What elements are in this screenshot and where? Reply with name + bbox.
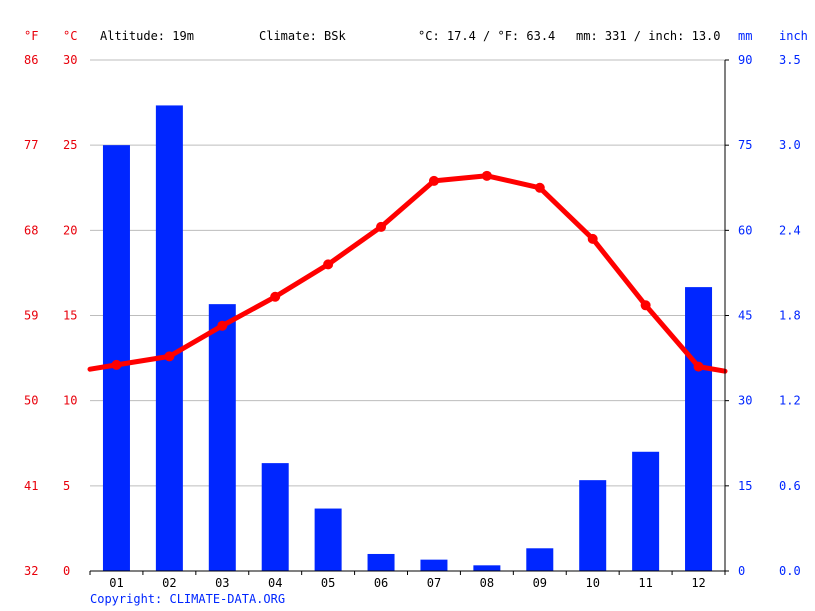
month-label: 09: [533, 576, 547, 590]
unit-fahrenheit-label: °F: [24, 29, 38, 43]
tick-label-fahrenheit: 32: [24, 564, 38, 578]
tick-label-mm: 15: [738, 479, 752, 493]
precipitation-bar: [208, 304, 236, 571]
temperature-point: [270, 291, 281, 302]
temperature-line-path: [87, 173, 728, 374]
precipitation-bar: [420, 559, 448, 571]
month-label: 05: [321, 576, 335, 590]
tick-label-inch: 3.0: [779, 138, 801, 152]
tick-label-fahrenheit: 68: [24, 223, 38, 237]
tick-label-celsius: 30: [63, 53, 77, 67]
unit-mm-label: mm: [738, 29, 752, 43]
month-label: 12: [691, 576, 705, 590]
month-label: 03: [215, 576, 229, 590]
grid-lines: [90, 59, 725, 487]
tick-label-fahrenheit: 77: [24, 138, 38, 152]
tick-label-fahrenheit: 41: [24, 479, 38, 493]
precipitation-bar: [261, 463, 289, 571]
temperature-line: [87, 170, 728, 374]
month-label: 06: [374, 576, 388, 590]
temperature-point: [693, 361, 704, 372]
temperature-point: [164, 351, 175, 362]
tick-label-celsius: 20: [63, 223, 77, 237]
tick-label-mm: 30: [738, 394, 752, 408]
tick-label-celsius: 5: [63, 479, 70, 493]
month-label: 10: [585, 576, 599, 590]
tick-label-fahrenheit: 59: [24, 309, 38, 323]
month-label: 01: [109, 576, 123, 590]
temperature-point: [217, 320, 228, 331]
temperature-point: [640, 300, 651, 311]
tick-label-inch: 1.8: [779, 309, 801, 323]
temperature-point: [111, 359, 122, 370]
temperature-point: [534, 182, 545, 193]
tick-label-mm: 60: [738, 223, 752, 237]
month-label: 11: [638, 576, 652, 590]
precipitation-bar: [314, 508, 342, 571]
tick-label-celsius: 0: [63, 564, 70, 578]
axes: [89, 59, 729, 575]
unit-celsius-label: °C: [63, 29, 77, 43]
tick-label-inch: 3.5: [779, 53, 801, 67]
tick-label-celsius: 10: [63, 394, 77, 408]
tick-label-celsius: 15: [63, 309, 77, 323]
precipitation-bar: [526, 548, 554, 571]
tick-label-inch: 2.4: [779, 223, 801, 237]
tick-label-inch: 0.0: [779, 564, 801, 578]
tick-label-inch: 1.2: [779, 394, 801, 408]
tick-label-mm: 0: [738, 564, 745, 578]
tick-label-mm: 45: [738, 309, 752, 323]
tick-label-mm: 90: [738, 53, 752, 67]
precipitation-bar: [685, 287, 713, 571]
precipitation-bar: [367, 553, 395, 571]
tick-label-inch: 0.6: [779, 479, 801, 493]
precipitation-bar: [473, 565, 501, 571]
tick-label-fahrenheit: 50: [24, 394, 38, 408]
tick-label-celsius: 25: [63, 138, 77, 152]
precipitation-bar: [579, 480, 607, 571]
unit-inch-label: inch: [779, 29, 808, 43]
climate-label: Climate: BSk: [259, 29, 346, 43]
tick-labels: 86 30 90 3.577 25 75 3.068 20 60 2.459 15 45 1.850 10…: [24, 53, 801, 590]
precipitation-bar: [102, 145, 130, 571]
altitude-label: Altitude: 19m: [100, 29, 194, 43]
tick-label-fahrenheit: 86: [24, 53, 38, 67]
temperature-average-label: °C: 17.4 / °F: 63.4: [418, 29, 555, 43]
precipitation-total-label: mm: 331 / inch: 13.0: [576, 29, 721, 43]
temperature-point: [428, 175, 439, 186]
month-label: 08: [480, 576, 494, 590]
temperature-point: [481, 170, 492, 181]
month-label: 02: [162, 576, 176, 590]
precipitation-bar: [632, 451, 660, 571]
tick-label-mm: 75: [738, 138, 752, 152]
copyright-link[interactable]: Copyright: CLIMATE-DATA.ORG: [90, 592, 286, 606]
temperature-point: [323, 259, 334, 270]
precipitation-bars: [102, 105, 713, 571]
temperature-point: [587, 233, 598, 244]
precipitation-bar: [155, 105, 183, 571]
month-label: 07: [427, 576, 441, 590]
temperature-point: [376, 221, 387, 232]
month-label: 04: [268, 576, 282, 590]
